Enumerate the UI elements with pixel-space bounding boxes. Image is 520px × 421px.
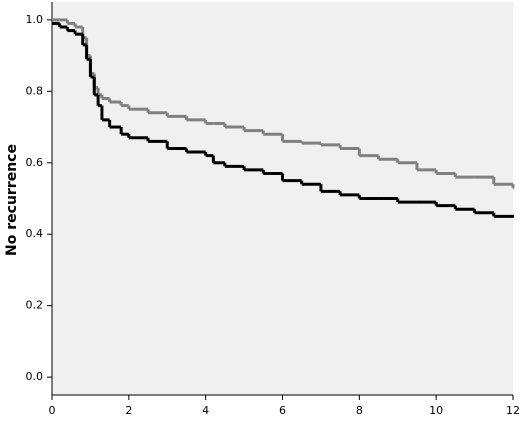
y-tick-label: 0.8 bbox=[26, 84, 44, 97]
plot-area bbox=[52, 2, 513, 395]
y-tick-label: 0.2 bbox=[26, 299, 44, 312]
x-tick-label: 0 bbox=[49, 404, 56, 417]
y-tick-label: 0.4 bbox=[26, 227, 44, 240]
x-tick-label: 10 bbox=[429, 404, 443, 417]
x-tick-label: 2 bbox=[125, 404, 132, 417]
x-tick-label: 8 bbox=[356, 404, 363, 417]
x-tick-label: 6 bbox=[279, 404, 286, 417]
y-axis-label: No recurrence bbox=[4, 144, 20, 256]
x-tick-label: 4 bbox=[202, 404, 209, 417]
y-tick-label: 0.6 bbox=[26, 156, 44, 169]
y-tick-label: 1.0 bbox=[26, 13, 44, 26]
x-tick-label: 12 bbox=[506, 404, 520, 417]
y-tick-label: 0.0 bbox=[26, 370, 44, 383]
